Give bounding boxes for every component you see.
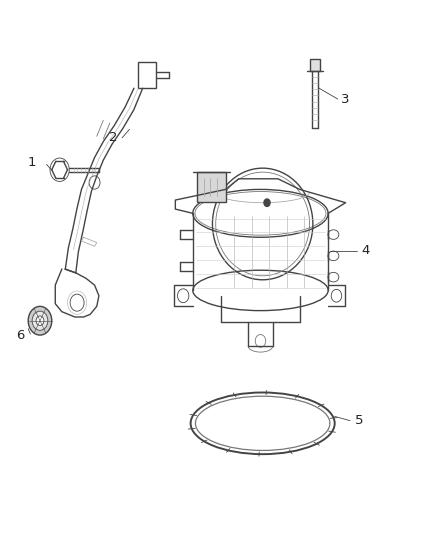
Text: 3: 3 [341, 93, 350, 106]
Circle shape [32, 311, 48, 330]
Polygon shape [310, 59, 320, 71]
Circle shape [264, 199, 270, 206]
Text: 2: 2 [109, 131, 117, 144]
Text: 6: 6 [16, 329, 25, 342]
Text: 5: 5 [354, 414, 363, 427]
Text: 4: 4 [361, 244, 369, 257]
Circle shape [36, 316, 44, 326]
Circle shape [28, 306, 52, 335]
Text: 1: 1 [28, 156, 36, 169]
Polygon shape [197, 172, 226, 201]
